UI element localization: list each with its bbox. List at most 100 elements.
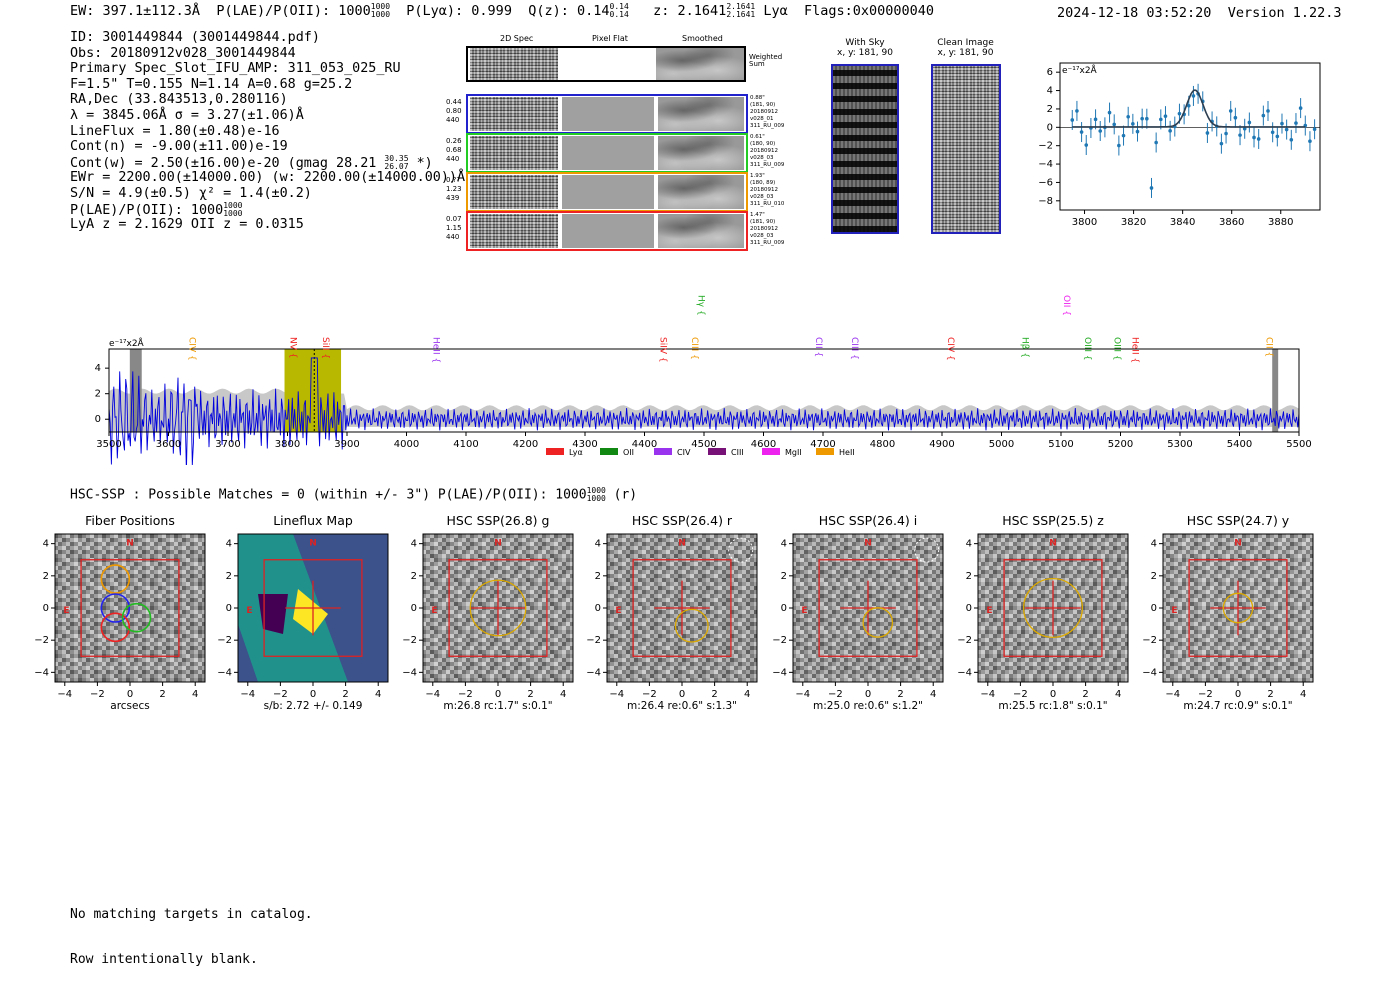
fiber-2d	[470, 214, 558, 248]
hsc-xtick-label: 4	[1115, 689, 1121, 700]
hsc-xtick-label: −2	[1198, 689, 1213, 700]
hsc-ytick-label: −4	[1142, 667, 1157, 678]
zoom-point	[1112, 122, 1117, 127]
zoom-point	[1154, 140, 1158, 145]
fiber-circle	[100, 593, 131, 623]
aperture-box	[1188, 559, 1288, 657]
hsc-caption: arcsecs	[110, 700, 149, 710]
footer-line2: Row intentionally blank.	[70, 952, 258, 967]
fiber-smooth	[658, 136, 744, 170]
zoom-point	[1247, 120, 1252, 125]
fiber-info: v028_01	[750, 116, 774, 122]
clean-image	[931, 64, 1001, 234]
emission-line-label: CIV {	[945, 337, 955, 361]
aperture-box	[80, 559, 180, 657]
weighted-sum-row	[466, 46, 746, 82]
fiber-stat: 0.44	[446, 98, 462, 106]
hsc-xtick-label: 4	[744, 689, 750, 700]
info-lyaz: LyA z = 2.1629 OII z = 0.0315	[70, 217, 304, 233]
clean-image-title: Clean Image x, y: 181, 90	[937, 38, 994, 58]
zoom-point	[1294, 121, 1298, 125]
full-spectrum-line	[108, 357, 1300, 465]
zoom-point	[1107, 110, 1112, 115]
fiber-row-left-stats: 0.44 0.80 440	[446, 98, 466, 125]
aperture-box	[263, 559, 363, 657]
info-radec: RA,Dec (33.843513,0.280116)	[70, 92, 288, 108]
fiber-circle	[100, 612, 131, 643]
fiber-stat: 440	[446, 233, 460, 241]
emission-line-label: CII {	[1263, 337, 1273, 357]
hsc-ytick-label: 2	[966, 571, 972, 582]
zoom-point	[1312, 127, 1317, 132]
zoom-xtick-label: 3840	[1170, 217, 1195, 228]
fiber-info: 311_RU_010	[750, 201, 785, 207]
zoom-point	[1168, 129, 1172, 133]
fiber-cutouts: 2D Spec Pixel Flat Smoothed Weighted Sum…	[440, 34, 800, 259]
east-label: E	[801, 606, 807, 616]
fiber-row-left-stats: 0.?? 1.23 439	[446, 176, 466, 203]
legend-swatch	[762, 448, 780, 455]
zoom-point	[1261, 113, 1266, 118]
hsc-ytick-label: 2	[43, 571, 49, 582]
zoom-point	[1075, 109, 1079, 113]
zoom-point	[1270, 130, 1275, 135]
hsc-panel-title: HSC SSP(24.7) y	[1187, 513, 1290, 528]
hsc-xtick-label: −2	[90, 689, 105, 700]
legend-label: Lyα	[569, 448, 583, 457]
zoom-xtick-label: 3860	[1219, 217, 1244, 228]
legend-swatch	[546, 448, 564, 455]
hsc-ytick-label: 0	[595, 603, 601, 614]
zoom-point	[1079, 130, 1084, 134]
full-xtick-label: 4000	[394, 439, 419, 450]
hsc-ytick-label: 4	[43, 539, 49, 550]
hsc-xtick-label: 2	[711, 689, 717, 700]
hsc-ytick-label: −4	[957, 667, 972, 678]
fiber-info: 311_RU_009	[750, 240, 785, 246]
hsc-xtick-label: 4	[1300, 689, 1306, 700]
zoom-point	[1298, 106, 1303, 110]
zoom-xtick-label: 3880	[1268, 217, 1293, 228]
detection-info: ID: 3001449844 (3001449844.pdf) Obs: 201…	[70, 30, 465, 233]
weighted-2d	[470, 48, 558, 80]
hsc-xtick-label: 0	[679, 689, 685, 700]
hsc-xtick-label: 4	[192, 689, 198, 700]
hsc-caption: m:26.4 re:0.6" s:1.3"	[627, 700, 737, 710]
hsc-ytick-label: 4	[226, 539, 232, 550]
north-label: N	[494, 538, 502, 548]
east-label: E	[615, 606, 621, 616]
fiber-stat: 1.23	[446, 185, 462, 193]
full-xtick-label: 3500	[96, 439, 121, 450]
zoom-point	[1224, 131, 1228, 136]
plae-value: P(LAE)/P(OII): 1000	[216, 3, 371, 19]
zoom-ytick-label: −6	[1038, 177, 1053, 188]
zoom-point	[1140, 116, 1144, 121]
hsc-xtick-label: −4	[795, 689, 810, 700]
legend-label: MgII	[785, 448, 802, 457]
fiber-stat: 1.15	[446, 224, 462, 232]
datetime: 2024-12-18 03:52:20	[1057, 5, 1212, 21]
zoom-xtick-label: 3800	[1072, 217, 1097, 228]
legend-swatch	[816, 448, 834, 455]
info-plae: P(LAE)/P(OII): 10001000 1000	[70, 200, 243, 218]
footer-line1: No matching targets in catalog.	[70, 907, 313, 922]
full-xtick-label: 5100	[1048, 439, 1073, 450]
north-label: N	[864, 538, 872, 548]
full-xtick-label: 5300	[1167, 439, 1192, 450]
with-sky-title: With Sky x, y: 181, 90	[837, 38, 893, 58]
zoom-point	[1186, 104, 1191, 108]
full-xtick-label: 4600	[751, 439, 776, 450]
hsc-ytick-label: 4	[411, 539, 417, 550]
zoom-point	[1121, 133, 1126, 138]
hsc-panel-title: HSC SSP(26.8) g	[447, 513, 550, 528]
z-value: z: 2.1641	[653, 3, 727, 19]
hsc-xtick-label: 4	[375, 689, 381, 700]
with-sky-image	[831, 64, 899, 234]
version: Version 1.22.3	[1227, 5, 1342, 21]
full-mask-right	[1272, 349, 1279, 432]
hsc-ytick-label: 2	[595, 571, 601, 582]
zoom-point	[1145, 116, 1149, 121]
hsc-ytick-label: −2	[402, 635, 417, 646]
